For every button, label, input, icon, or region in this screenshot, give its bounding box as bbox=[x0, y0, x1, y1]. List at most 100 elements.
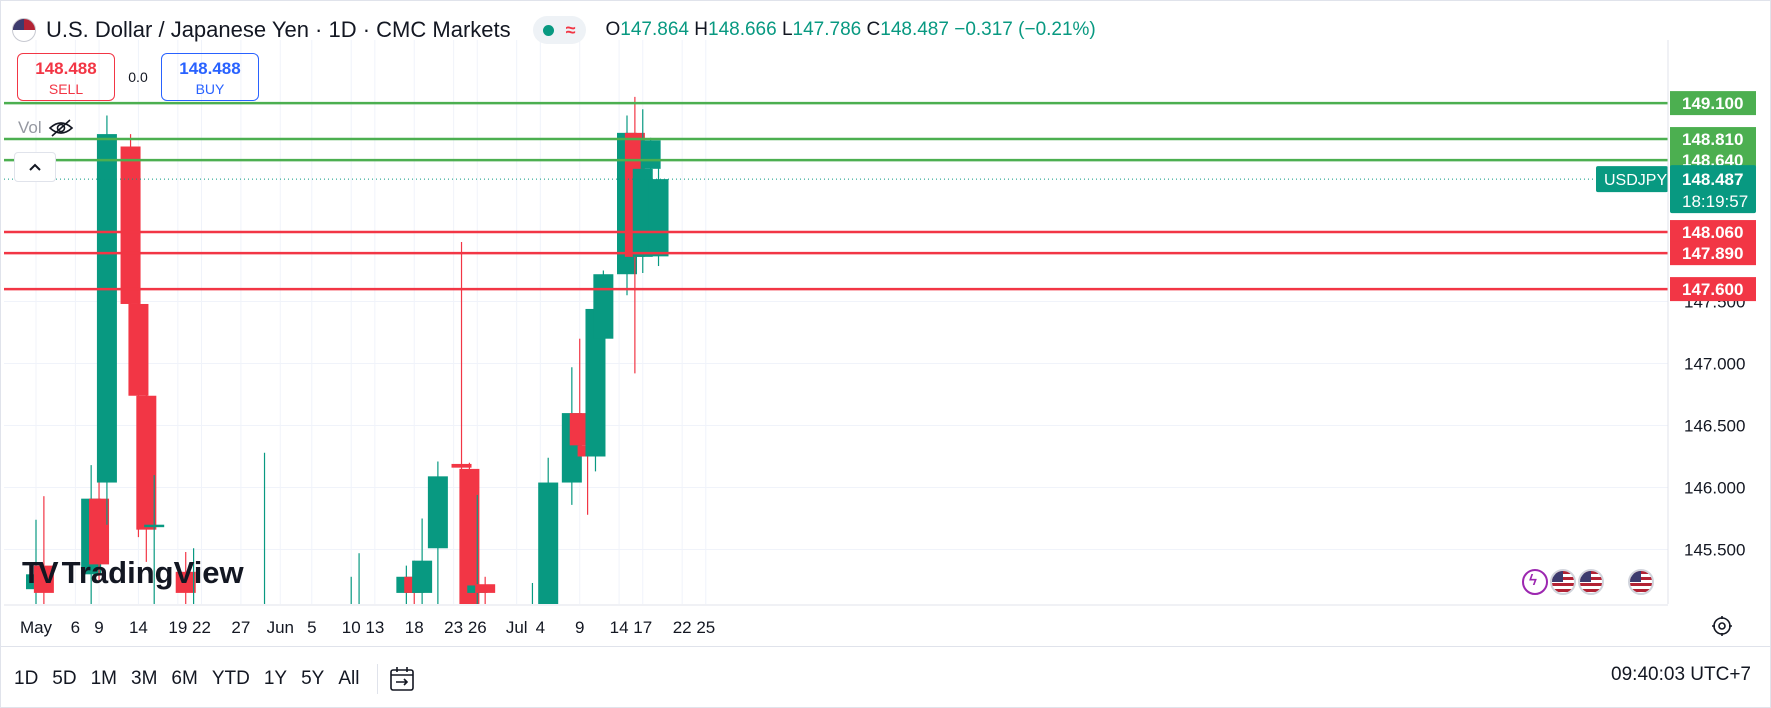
candle-body[interactable] bbox=[144, 524, 165, 528]
x-tick-label: 17 bbox=[633, 618, 652, 637]
symbol-title[interactable]: U.S. Dollar / Japanese Yen · 1D · CMC Ma… bbox=[46, 17, 511, 42]
spread-value: 0.0 bbox=[128, 69, 148, 85]
low-value: 147.786 bbox=[792, 19, 862, 40]
candles-group bbox=[26, 96, 669, 607]
date-range-icon[interactable] bbox=[388, 665, 416, 693]
price-chart[interactable]: 145.500146.000146.500147.000147.500149.1… bbox=[0, 0, 1771, 646]
range-all[interactable]: All bbox=[338, 668, 360, 689]
us-event-flag-icon[interactable] bbox=[1578, 569, 1604, 595]
candle-body[interactable] bbox=[128, 303, 149, 396]
buy-button[interactable]: 148.488 BUY bbox=[161, 53, 259, 101]
candle-body[interactable] bbox=[569, 413, 590, 446]
symbol-tag-badge bbox=[1596, 166, 1668, 193]
sell-button[interactable]: 148.488 SELL bbox=[17, 53, 115, 101]
ohlc-values: O147.864 H148.666 L147.786 C148.487 −0.3… bbox=[606, 19, 1096, 41]
candle-body[interactable] bbox=[96, 134, 117, 483]
chevron-up-icon bbox=[29, 163, 41, 171]
x-tick-label: 27 bbox=[231, 618, 250, 637]
x-tick-label: 9 bbox=[575, 618, 584, 637]
x-tick-label: 10 bbox=[342, 618, 361, 637]
level-label-badge bbox=[1670, 91, 1756, 116]
range-5d[interactable]: 5D bbox=[52, 668, 77, 689]
x-tick-label: Jun bbox=[267, 618, 294, 637]
candle-body[interactable] bbox=[255, 605, 275, 607]
x-tick-label: 25 bbox=[696, 618, 715, 637]
us-event-flag-icon[interactable] bbox=[1550, 569, 1576, 595]
economic-events-next bbox=[1628, 569, 1656, 595]
range-1m[interactable]: 1M bbox=[90, 668, 117, 689]
candle-body[interactable] bbox=[593, 274, 614, 339]
buy-label: BUY bbox=[195, 81, 225, 97]
tradingview-mark-icon: TV bbox=[22, 555, 59, 590]
range-1d[interactable]: 1D bbox=[14, 668, 39, 689]
clock-timezone[interactable]: 09:40:03 UTC+7 bbox=[1611, 664, 1751, 685]
level-label: 148.810 bbox=[1682, 130, 1743, 149]
sell-price: 148.488 bbox=[35, 59, 97, 78]
candle-body[interactable] bbox=[341, 605, 361, 607]
range-1y[interactable]: 1Y bbox=[263, 668, 288, 689]
candle-body[interactable] bbox=[632, 168, 653, 257]
open-value: 147.864 bbox=[620, 19, 689, 40]
candle-body[interactable] bbox=[349, 605, 369, 607]
range-divider bbox=[377, 664, 379, 694]
economic-events: ϟ bbox=[1522, 569, 1606, 595]
x-tick-label: 22 bbox=[192, 618, 211, 637]
candle-body[interactable] bbox=[538, 482, 559, 606]
chart-header: U.S. Dollar / Japanese Yen · 1D · CMC Ma… bbox=[12, 14, 1096, 46]
toolbar-divider bbox=[0, 646, 1771, 647]
time-range-toolbar: 1D 5D 1M 3M 6M YTD 1Y 5Y All bbox=[14, 664, 416, 694]
close-value: 148.487 bbox=[880, 19, 949, 40]
market-status[interactable]: ≈ bbox=[532, 16, 586, 44]
x-tick-label: May bbox=[20, 618, 53, 637]
y-tick-label: 145.500 bbox=[1684, 541, 1745, 560]
x-tick-label: 13 bbox=[365, 618, 384, 637]
range-5y[interactable]: 5Y bbox=[301, 668, 325, 689]
candle-body[interactable] bbox=[648, 179, 669, 257]
range-6m[interactable]: 6M bbox=[171, 668, 198, 689]
candle-body[interactable] bbox=[522, 605, 542, 607]
candle-body[interactable] bbox=[136, 395, 157, 530]
earnings-bolt-icon[interactable]: ϟ bbox=[1522, 569, 1548, 595]
range-3m[interactable]: 3M bbox=[131, 668, 158, 689]
x-tick-label: 14 bbox=[610, 618, 629, 637]
change-value: −0.317 (−0.21%) bbox=[954, 19, 1096, 40]
candle-body[interactable] bbox=[427, 476, 448, 549]
countdown-label: 18:19:57 bbox=[1682, 192, 1748, 211]
buy-price: 148.488 bbox=[179, 59, 241, 78]
collapse-panel-button[interactable] bbox=[14, 152, 56, 182]
candle-body[interactable] bbox=[33, 565, 54, 593]
axis-settings-gear-icon[interactable] bbox=[1710, 614, 1734, 638]
candle-body[interactable] bbox=[89, 498, 110, 565]
candle-body[interactable] bbox=[451, 463, 472, 468]
delayed-data-icon: ≈ bbox=[565, 19, 576, 40]
candle-body[interactable] bbox=[184, 605, 204, 607]
x-tick-label: 14 bbox=[129, 618, 148, 637]
candle-body[interactable] bbox=[475, 584, 496, 593]
open-label: O bbox=[605, 19, 621, 40]
candle-body[interactable] bbox=[412, 560, 433, 593]
range-ytd[interactable]: YTD bbox=[211, 668, 250, 689]
candle-body[interactable] bbox=[120, 146, 141, 304]
us-event-flag-icon[interactable] bbox=[1628, 569, 1654, 595]
x-tick-label: 4 bbox=[536, 618, 545, 637]
tradingview-logo[interactable]: TV TradingView bbox=[22, 555, 244, 591]
level-label-badge bbox=[1670, 220, 1756, 245]
candle-body[interactable] bbox=[459, 468, 480, 605]
symbol-tag: USDJPY bbox=[1604, 172, 1667, 189]
level-label: 147.890 bbox=[1682, 244, 1743, 263]
candle-body[interactable] bbox=[585, 308, 606, 457]
y-tick-label: 146.000 bbox=[1684, 479, 1745, 498]
y-tick-label: 146.500 bbox=[1684, 417, 1745, 436]
x-tick-label: 6 bbox=[71, 618, 80, 637]
x-tick-label: 9 bbox=[94, 618, 103, 637]
x-tick-label: 22 bbox=[673, 618, 692, 637]
hidden-eye-icon[interactable] bbox=[48, 118, 74, 138]
close-label: C bbox=[866, 19, 881, 40]
candle-body[interactable] bbox=[640, 140, 661, 169]
low-label: L bbox=[781, 19, 793, 40]
level-label-badge bbox=[1670, 241, 1756, 266]
level-label-badge bbox=[1670, 277, 1756, 302]
x-tick-label: 18 bbox=[405, 618, 424, 637]
level-label: 147.600 bbox=[1682, 280, 1743, 299]
candle-body[interactable] bbox=[175, 571, 196, 593]
